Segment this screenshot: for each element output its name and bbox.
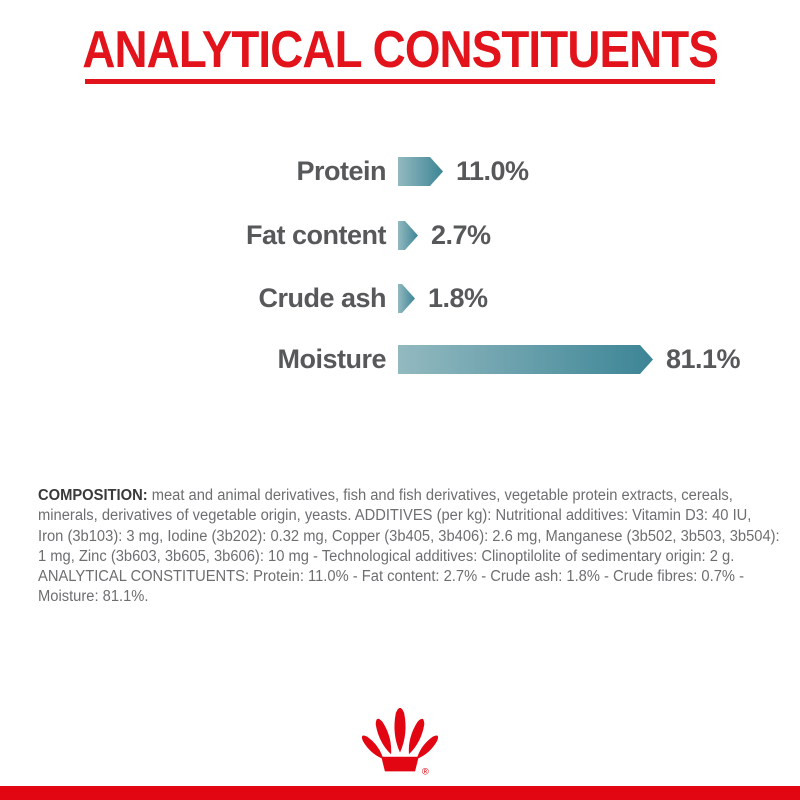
bar-label: Moisture: [277, 344, 386, 374]
bar-row-fat-content: Fat content 2.7%: [0, 221, 800, 250]
bar-value: 1.8%: [428, 283, 488, 313]
royal-canin-crown-logo: ®: [361, 707, 439, 776]
composition-line: 1 mg, Zinc (3b603, 3b605, 3b606): 10 mg …: [38, 547, 735, 565]
page-title: ANALYTICAL CONSTITUENTS: [0, 24, 800, 76]
composition-line: minerals, derivatives of vegetable origi…: [38, 507, 752, 525]
composition-line: COMPOSITION: meat and animal derivatives…: [38, 487, 733, 504]
bottom-red-band: [0, 786, 800, 800]
bar-row-crude-ash: Crude ash 1.8%: [0, 284, 800, 313]
bar-arrow: [398, 284, 415, 313]
bar-label: Fat content: [246, 220, 387, 250]
bar-value: 81.1%: [666, 344, 741, 374]
composition-text: COMPOSITION: meat and animal derivatives…: [38, 486, 798, 608]
constituents-bar-chart: Protein 11.0% Fat content 2.7% Crude ash 1.8%…: [0, 157, 800, 420]
registered-trademark-icon: ®: [422, 766, 429, 776]
crown-base: [381, 756, 419, 772]
composition-line: Moisture: 81.1%.: [38, 588, 149, 606]
header: ANALYTICAL CONSTITUENTS: [0, 24, 800, 84]
composition-bold-label: COMPOSITION:: [38, 487, 148, 504]
crown-petals: [361, 707, 439, 760]
bar-value: 11.0%: [456, 156, 529, 186]
bar-row-protein: Protein 11.0%: [0, 157, 800, 186]
bar-label: Crude ash: [258, 283, 386, 313]
composition-line: ANALYTICAL CONSTITUENTS: Protein: 11.0% …: [38, 568, 744, 586]
bar-label: Protein: [296, 156, 386, 186]
page-title-text: ANALYTICAL CONSTITUENTS: [82, 21, 719, 79]
title-underline: [85, 79, 715, 84]
bar-arrow: [398, 157, 443, 186]
composition-line: Iron (3b103): 3 mg, Iodine (3b202): 0.32…: [38, 527, 780, 545]
bar-arrow: [398, 345, 653, 374]
bar-arrow: [398, 221, 418, 250]
bar-value: 2.7%: [431, 220, 491, 250]
bar-row-moisture: Moisture 81.1%: [0, 345, 800, 374]
